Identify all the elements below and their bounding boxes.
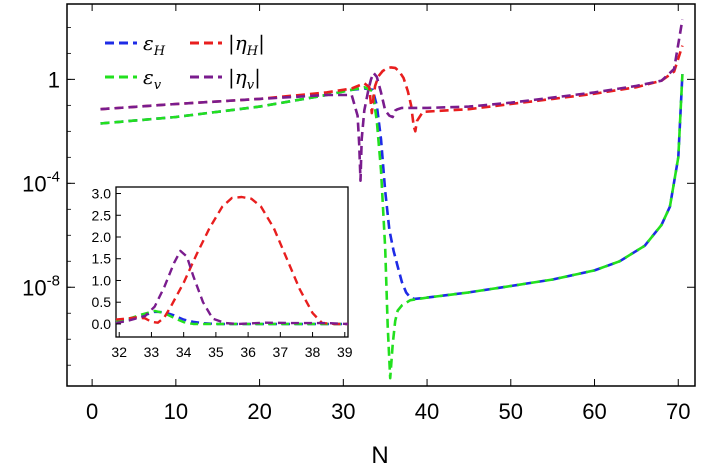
- inset-y-tick-label: 2.5: [92, 207, 112, 223]
- inset-series-eta-v: [115, 249, 349, 326]
- inset-x-tick-label: 37: [273, 344, 289, 360]
- y-tick-label: 10-8: [22, 272, 60, 300]
- inset-x-tick-label: 39: [337, 344, 353, 360]
- x-axis-title: N: [371, 442, 388, 469]
- main-series-group: [100, 19, 684, 380]
- legend-label-eps-v: εv: [143, 65, 162, 93]
- x-tick-label: 20: [247, 399, 271, 424]
- inset-series-group: [115, 195, 349, 326]
- inset-y-tick-label: 0.0: [92, 316, 112, 332]
- inset-y-tick-label: 0.5: [92, 294, 112, 310]
- x-tick-label: 30: [331, 399, 355, 424]
- inset-x-tick-label: 38: [305, 344, 321, 360]
- main-plot-frame: [66, 3, 696, 387]
- inset-y-tick-label: 3.0: [92, 186, 112, 202]
- x-tick-label: 40: [415, 399, 439, 424]
- legend-label-eta-v: |ηv|: [228, 65, 261, 93]
- x-tick-label: 10: [164, 399, 188, 424]
- inset-series-eta-H: [115, 195, 348, 326]
- x-tick-label: 70: [666, 399, 690, 424]
- main-series-eta-v: [100, 19, 684, 182]
- inset-x-tick-label: 35: [208, 344, 224, 360]
- x-tick-label: 50: [499, 399, 523, 424]
- inset-x-tick-label: 36: [240, 344, 256, 360]
- legend-label-eps-H: εH: [143, 31, 166, 59]
- inset-x-tick-label: 34: [176, 344, 192, 360]
- y-tick-label: 1: [48, 67, 60, 92]
- y-tick-label: 10-4: [22, 168, 60, 196]
- inset-y-tick-label: 1.5: [92, 251, 112, 267]
- inset-x-tick-label: 33: [144, 344, 160, 360]
- inset-axis-ticks: 32 33 34 35 36 37 38 39 0.0 0.5 1.0 1.5 2.0 2.5 3.0: [92, 186, 353, 360]
- legend-label-eta-H: |ηH|: [228, 31, 265, 59]
- inset-y-tick-label: 2.0: [92, 229, 112, 245]
- x-tick-label: 60: [582, 399, 606, 424]
- main-axis-ticks: 0 10 20 30 40 50 60 70 1 10-4 10-8: [22, 4, 695, 424]
- inset-y-tick-label: 1.0: [92, 272, 112, 288]
- x-tick-label: 0: [86, 399, 98, 424]
- inset-x-tick-label: 32: [111, 344, 127, 360]
- main-series-eta-H: [100, 45, 684, 133]
- main-series-eps-v: [100, 74, 684, 380]
- legend: εH εv |ηH| |ηv|: [105, 31, 265, 93]
